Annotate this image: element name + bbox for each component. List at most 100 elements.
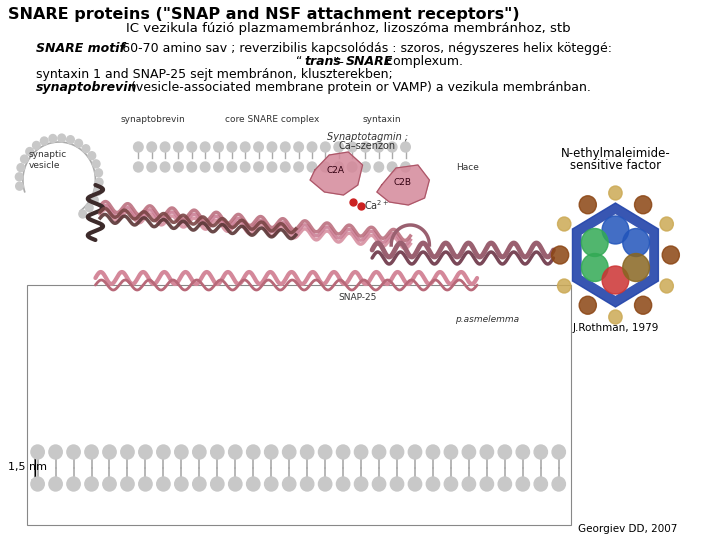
- Circle shape: [426, 477, 440, 491]
- Circle shape: [157, 477, 170, 491]
- Circle shape: [58, 134, 66, 142]
- Polygon shape: [582, 215, 649, 295]
- Text: Georgiev DD, 2007: Georgiev DD, 2007: [578, 524, 678, 534]
- Circle shape: [157, 445, 170, 459]
- Circle shape: [121, 445, 134, 459]
- Circle shape: [623, 228, 649, 256]
- Circle shape: [374, 142, 384, 152]
- Text: synaptic
vesicle: synaptic vesicle: [29, 150, 67, 170]
- Circle shape: [354, 477, 368, 491]
- Text: “: “: [296, 55, 302, 68]
- Text: C2A: C2A: [327, 166, 345, 175]
- Circle shape: [91, 196, 98, 204]
- Circle shape: [387, 142, 397, 152]
- Circle shape: [214, 162, 223, 172]
- Circle shape: [334, 142, 343, 152]
- Circle shape: [660, 279, 673, 293]
- Circle shape: [372, 477, 386, 491]
- Circle shape: [552, 477, 565, 491]
- Circle shape: [174, 142, 183, 152]
- Circle shape: [161, 142, 170, 152]
- Circle shape: [95, 169, 102, 177]
- Circle shape: [103, 445, 116, 459]
- Text: ”-: ”-: [333, 55, 344, 68]
- Circle shape: [227, 142, 237, 152]
- Circle shape: [294, 162, 303, 172]
- Text: syntaxin: syntaxin: [362, 115, 401, 124]
- Circle shape: [480, 445, 493, 459]
- Circle shape: [187, 142, 197, 152]
- Text: Ca$^{2+}$: Ca$^{2+}$: [364, 198, 390, 212]
- Circle shape: [307, 142, 317, 152]
- Circle shape: [174, 162, 183, 172]
- Circle shape: [229, 445, 242, 459]
- Circle shape: [229, 477, 242, 491]
- Text: Hace: Hace: [456, 163, 479, 172]
- Circle shape: [147, 142, 156, 152]
- Circle shape: [139, 477, 152, 491]
- Circle shape: [92, 160, 100, 168]
- Circle shape: [40, 137, 48, 145]
- Circle shape: [281, 162, 290, 172]
- Circle shape: [88, 152, 96, 160]
- Circle shape: [516, 477, 529, 491]
- Circle shape: [579, 296, 596, 314]
- Circle shape: [85, 477, 98, 491]
- Circle shape: [300, 445, 314, 459]
- Circle shape: [634, 196, 652, 214]
- Circle shape: [31, 477, 45, 491]
- Circle shape: [161, 162, 170, 172]
- Circle shape: [318, 477, 332, 491]
- Circle shape: [246, 477, 260, 491]
- Circle shape: [334, 162, 343, 172]
- Circle shape: [82, 145, 90, 153]
- Circle shape: [214, 142, 223, 152]
- Circle shape: [602, 266, 629, 294]
- Circle shape: [246, 445, 260, 459]
- Circle shape: [662, 246, 680, 264]
- Circle shape: [608, 310, 622, 324]
- Circle shape: [175, 477, 188, 491]
- Text: p.asmelemma: p.asmelemma: [454, 315, 518, 324]
- Circle shape: [49, 134, 57, 143]
- Circle shape: [240, 162, 250, 172]
- Circle shape: [444, 477, 458, 491]
- Circle shape: [660, 217, 673, 231]
- Circle shape: [32, 141, 40, 150]
- Text: J.Rothman, 1979: J.Rothman, 1979: [572, 323, 659, 333]
- Circle shape: [498, 477, 511, 491]
- Text: sensitive factor: sensitive factor: [570, 159, 661, 172]
- Circle shape: [498, 445, 511, 459]
- Circle shape: [134, 142, 143, 152]
- Circle shape: [390, 477, 404, 491]
- Circle shape: [254, 162, 264, 172]
- Circle shape: [79, 210, 86, 218]
- Text: core SNARE complex: core SNARE complex: [225, 115, 319, 124]
- Circle shape: [552, 445, 565, 459]
- Circle shape: [320, 162, 330, 172]
- Circle shape: [200, 162, 210, 172]
- Circle shape: [408, 445, 422, 459]
- Circle shape: [374, 162, 384, 172]
- Circle shape: [175, 445, 188, 459]
- Circle shape: [320, 142, 330, 152]
- Text: C2B: C2B: [394, 178, 412, 187]
- Polygon shape: [310, 152, 363, 195]
- Circle shape: [17, 164, 24, 172]
- Circle shape: [608, 186, 622, 200]
- Circle shape: [67, 136, 74, 144]
- Polygon shape: [377, 165, 429, 205]
- Circle shape: [49, 477, 62, 491]
- Circle shape: [534, 477, 547, 491]
- Circle shape: [264, 445, 278, 459]
- Circle shape: [516, 445, 529, 459]
- Circle shape: [49, 445, 62, 459]
- Text: 1,5 nm: 1,5 nm: [8, 462, 47, 472]
- Circle shape: [254, 142, 264, 152]
- Circle shape: [75, 139, 83, 147]
- Text: synaptobrevin: synaptobrevin: [36, 81, 138, 94]
- Polygon shape: [572, 203, 658, 307]
- Circle shape: [264, 477, 278, 491]
- Circle shape: [634, 296, 652, 314]
- Circle shape: [85, 445, 98, 459]
